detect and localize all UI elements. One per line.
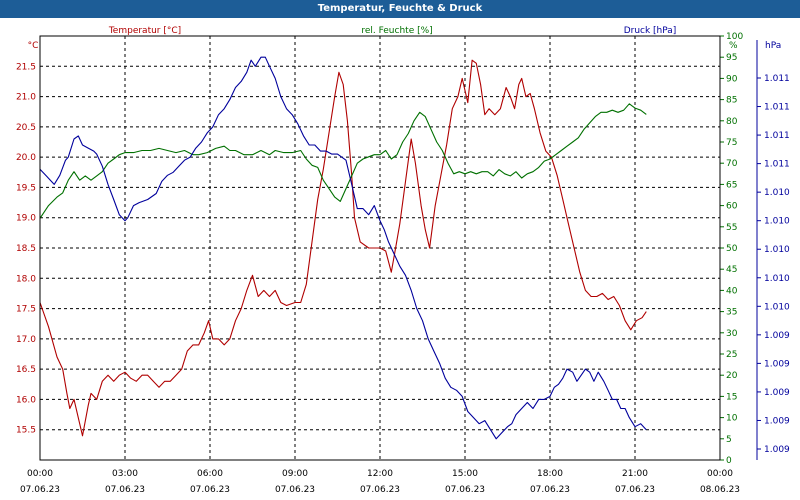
y-mid-tick-label: 40	[726, 286, 738, 296]
y-right-unit: hPa	[765, 41, 781, 51]
y-mid-tick-label: 90	[726, 74, 738, 84]
y-mid-tick-label: 100	[726, 32, 743, 42]
y-right-tick-label: 1.009	[764, 416, 790, 426]
x-tick-date: 07.06.23	[190, 485, 230, 495]
y-left-tick-label: 17.5	[16, 305, 36, 315]
legend-humidity: rel. Feuchte [%]	[361, 26, 432, 36]
y-mid-tick-label: 20	[726, 371, 738, 381]
x-tick-time: 18:00	[537, 469, 563, 479]
x-tick-time: 12:00	[367, 469, 393, 479]
y-mid-tick-label: 45	[726, 265, 737, 275]
y-left-tick-label: 17.0	[16, 335, 36, 345]
y-left-tick-label: 15.5	[16, 426, 36, 436]
y-mid-tick-label: 25	[726, 350, 737, 360]
x-tick-time: 15:00	[452, 469, 478, 479]
y-right-tick-label: 1.010	[764, 217, 790, 227]
x-tick-date: 07.06.23	[530, 485, 570, 495]
y-mid-tick-label: 65	[726, 180, 737, 190]
y-right-tick-label: 1.010	[764, 302, 790, 312]
legend-pressure: Druck [hPa]	[624, 26, 677, 36]
chart-background	[0, 18, 800, 500]
x-tick-date: 07.06.23	[360, 485, 400, 495]
series-lines	[39, 56, 647, 440]
grid	[40, 36, 720, 460]
tick-labels: 15.5 16.0 16.5 17.0 17.5 18.0 18.5 19.0 19.5 20.0…	[16, 32, 790, 495]
y-left-tick-label: 21.5	[16, 62, 36, 72]
x-tick-time: 00:00	[707, 469, 733, 479]
y-mid-tick-label: 80	[726, 117, 738, 127]
y-mid-unit: %	[729, 41, 738, 51]
y-left-tick-label: 20.5	[16, 123, 36, 133]
series-line-humidity	[39, 103, 647, 219]
x-tick-time: 00:00	[27, 469, 53, 479]
y-right-tick-label: 1.011	[764, 131, 790, 141]
y-mid-tick-label: 5	[726, 435, 732, 445]
x-tick-date: 07.06.23	[105, 485, 145, 495]
y-mid-tick-label: 15	[726, 392, 737, 402]
y-right-tick-label: 1.010	[764, 274, 790, 284]
x-tick-time: 03:00	[112, 469, 138, 479]
plot-frame	[39, 35, 721, 461]
y-mid-tick-label: 10	[726, 414, 738, 424]
x-tick-time: 09:00	[282, 469, 308, 479]
y-mid-tick-label: 50	[726, 244, 738, 254]
y-mid-tick-label: 30	[726, 329, 738, 339]
y-left-tick-label: 16.5	[16, 365, 36, 375]
y-right-tick-label: 1.010	[764, 188, 790, 198]
y-right-tick-label: 1.009	[764, 388, 790, 398]
x-tick-date: 07.06.23	[20, 485, 60, 495]
y-right-tick-label: 1.011	[764, 103, 790, 113]
y-right-tick-label: 1.011	[764, 160, 790, 170]
y-left-tick-label: 19.0	[16, 214, 36, 224]
x-tick-date: 08.06.23	[700, 485, 740, 495]
legend-temperature: Temperatur [°C]	[108, 26, 181, 36]
y-mid-tick-label: 70	[726, 159, 738, 169]
y-left-unit: °C	[28, 41, 39, 51]
y-right-tick-label: 1.011	[764, 74, 790, 84]
y-left-tick-label: 21.0	[16, 93, 36, 103]
x-tick-date: 07.06.23	[445, 485, 485, 495]
y-mid-tick-label: 55	[726, 223, 737, 233]
y-right-tick-label: 1.010	[764, 245, 790, 255]
y-right-tick-label: 1.009	[764, 359, 790, 369]
y-right-tick-label: 1.009	[764, 331, 790, 341]
series-line-pressure	[39, 56, 647, 440]
y-mid-tick-label: 95	[726, 53, 737, 63]
y-mid-tick-label: 75	[726, 138, 737, 148]
y-mid-tick-label: 60	[726, 202, 738, 212]
y-right-tick-label: 1.009	[764, 445, 790, 455]
y-left-tick-label: 20.0	[16, 153, 36, 163]
y-left-tick-label: 19.5	[16, 183, 36, 193]
y-mid-tick-label: 35	[726, 308, 737, 318]
x-tick-date: 07.06.23	[275, 485, 315, 495]
window-title: Temperatur, Feuchte & Druck	[0, 0, 800, 18]
x-tick-time: 21:00	[622, 469, 648, 479]
y-left-tick-label: 16.0	[16, 395, 36, 405]
y-mid-tick-label: 85	[726, 96, 737, 106]
x-tick-time: 06:00	[197, 469, 223, 479]
x-tick-date: 07.06.23	[615, 485, 655, 495]
y-left-tick-label: 18.0	[16, 274, 36, 284]
y-mid-tick-label: 0	[726, 456, 732, 466]
y-left-tick-label: 18.5	[16, 244, 36, 254]
